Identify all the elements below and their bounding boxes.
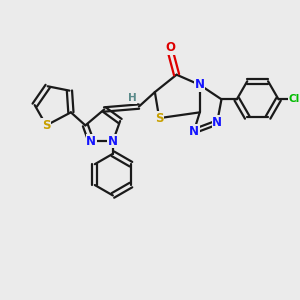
- Text: N: N: [189, 125, 199, 138]
- Text: S: S: [42, 119, 50, 132]
- Text: S: S: [155, 112, 164, 124]
- Text: N: N: [108, 135, 118, 148]
- Text: N: N: [212, 116, 222, 129]
- Text: H: H: [128, 94, 137, 103]
- Text: N: N: [86, 135, 96, 148]
- Text: N: N: [195, 78, 205, 91]
- Text: O: O: [166, 41, 176, 54]
- Text: Cl: Cl: [289, 94, 300, 104]
